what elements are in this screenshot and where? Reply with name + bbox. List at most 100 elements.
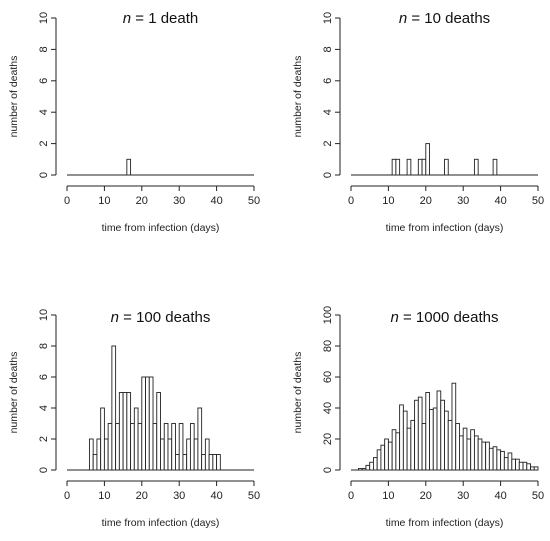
x-tick-label: 50 [248, 490, 260, 502]
bar [212, 454, 218, 471]
bar [201, 454, 206, 471]
bar [488, 447, 494, 471]
chart-title: n = 1 death [123, 10, 199, 27]
bar [130, 423, 135, 471]
bar [115, 423, 120, 471]
chart-title-variable: n [399, 10, 407, 27]
chart-title-text: = 1 death [131, 10, 198, 27]
bar [186, 438, 191, 471]
y-tick-label: 80 [322, 340, 334, 352]
y-tick-label: 60 [322, 371, 334, 383]
bar [410, 419, 416, 471]
bar [88, 438, 94, 471]
x-tick-label: 40 [210, 490, 222, 502]
y-tick-label: 0 [322, 172, 334, 178]
bar [470, 429, 475, 471]
y-tick-label: 8 [38, 343, 50, 349]
y-tick-label: 40 [322, 402, 334, 414]
bar [522, 461, 528, 471]
bar [511, 458, 517, 471]
x-tick-label: 0 [64, 195, 70, 207]
chart-title-text: = 10 deaths [407, 10, 490, 27]
bar [492, 158, 498, 176]
bar [533, 466, 539, 471]
bar [518, 461, 524, 471]
x-tick-label: 10 [98, 490, 110, 502]
x-axis-label: time from infection (days) [386, 222, 504, 234]
bar [197, 407, 203, 471]
bar [526, 463, 531, 471]
x-tick-label: 20 [420, 490, 432, 502]
y-tick-label: 4 [322, 109, 334, 115]
x-tick-label: 30 [173, 195, 185, 207]
bar [137, 423, 143, 471]
bar [361, 468, 367, 471]
x-tick-label: 50 [532, 490, 544, 502]
x-tick-label: 20 [136, 490, 148, 502]
bar [163, 423, 169, 471]
bar [425, 392, 430, 471]
bar [500, 450, 505, 471]
chart-title-text: = 1000 deaths [399, 309, 499, 326]
bar [107, 423, 113, 471]
x-tick-label: 20 [420, 195, 432, 207]
x-tick-label: 50 [532, 195, 544, 207]
y-tick-label: 2 [38, 436, 50, 442]
bar [477, 438, 483, 471]
bar [182, 454, 188, 471]
bar [103, 438, 109, 471]
bar [455, 423, 460, 471]
bar [365, 464, 371, 471]
bar [459, 435, 464, 471]
y-tick-label: 10 [322, 12, 334, 24]
y-axis-label: number of deaths [292, 352, 304, 434]
bar [391, 158, 397, 176]
bar [462, 427, 468, 471]
bar [507, 452, 513, 471]
bar [152, 423, 158, 471]
bar [178, 423, 184, 471]
bar [189, 423, 195, 471]
bar [515, 458, 520, 471]
x-tick-label: 0 [348, 195, 354, 207]
chart-title-variable: n [390, 309, 398, 326]
bar [473, 435, 479, 471]
bar [406, 427, 412, 471]
bar [380, 444, 386, 471]
x-axis-label: time from infection (days) [102, 222, 220, 234]
y-tick-label: 10 [38, 12, 50, 24]
x-tick-label: 0 [348, 490, 354, 502]
bar [387, 441, 393, 471]
chart-title: n = 1000 deaths [390, 309, 498, 326]
bar [444, 410, 449, 471]
y-tick-label: 2 [322, 141, 334, 147]
bar [466, 438, 472, 471]
x-tick-label: 40 [494, 490, 506, 502]
y-tick-label: 0 [38, 467, 50, 473]
bar [432, 407, 438, 471]
bar [208, 454, 214, 471]
bar [141, 376, 146, 471]
bar [440, 399, 445, 471]
bar [156, 392, 161, 471]
bar [395, 158, 401, 176]
bar [503, 457, 509, 471]
bar [369, 461, 374, 471]
x-tick-label: 40 [210, 195, 222, 207]
y-tick-label: 4 [38, 405, 50, 411]
bar [485, 441, 490, 471]
x-axis-label: time from infection (days) [386, 517, 504, 529]
bar [376, 449, 382, 471]
x-tick-label: 10 [98, 195, 110, 207]
y-tick-label: 4 [38, 109, 50, 115]
chart-title-variable: n [123, 10, 131, 27]
bar [414, 399, 419, 471]
bar [447, 419, 453, 471]
bar [395, 432, 401, 471]
bar [417, 396, 423, 471]
y-axis-label: number of deaths [8, 56, 20, 138]
bar [167, 438, 173, 471]
